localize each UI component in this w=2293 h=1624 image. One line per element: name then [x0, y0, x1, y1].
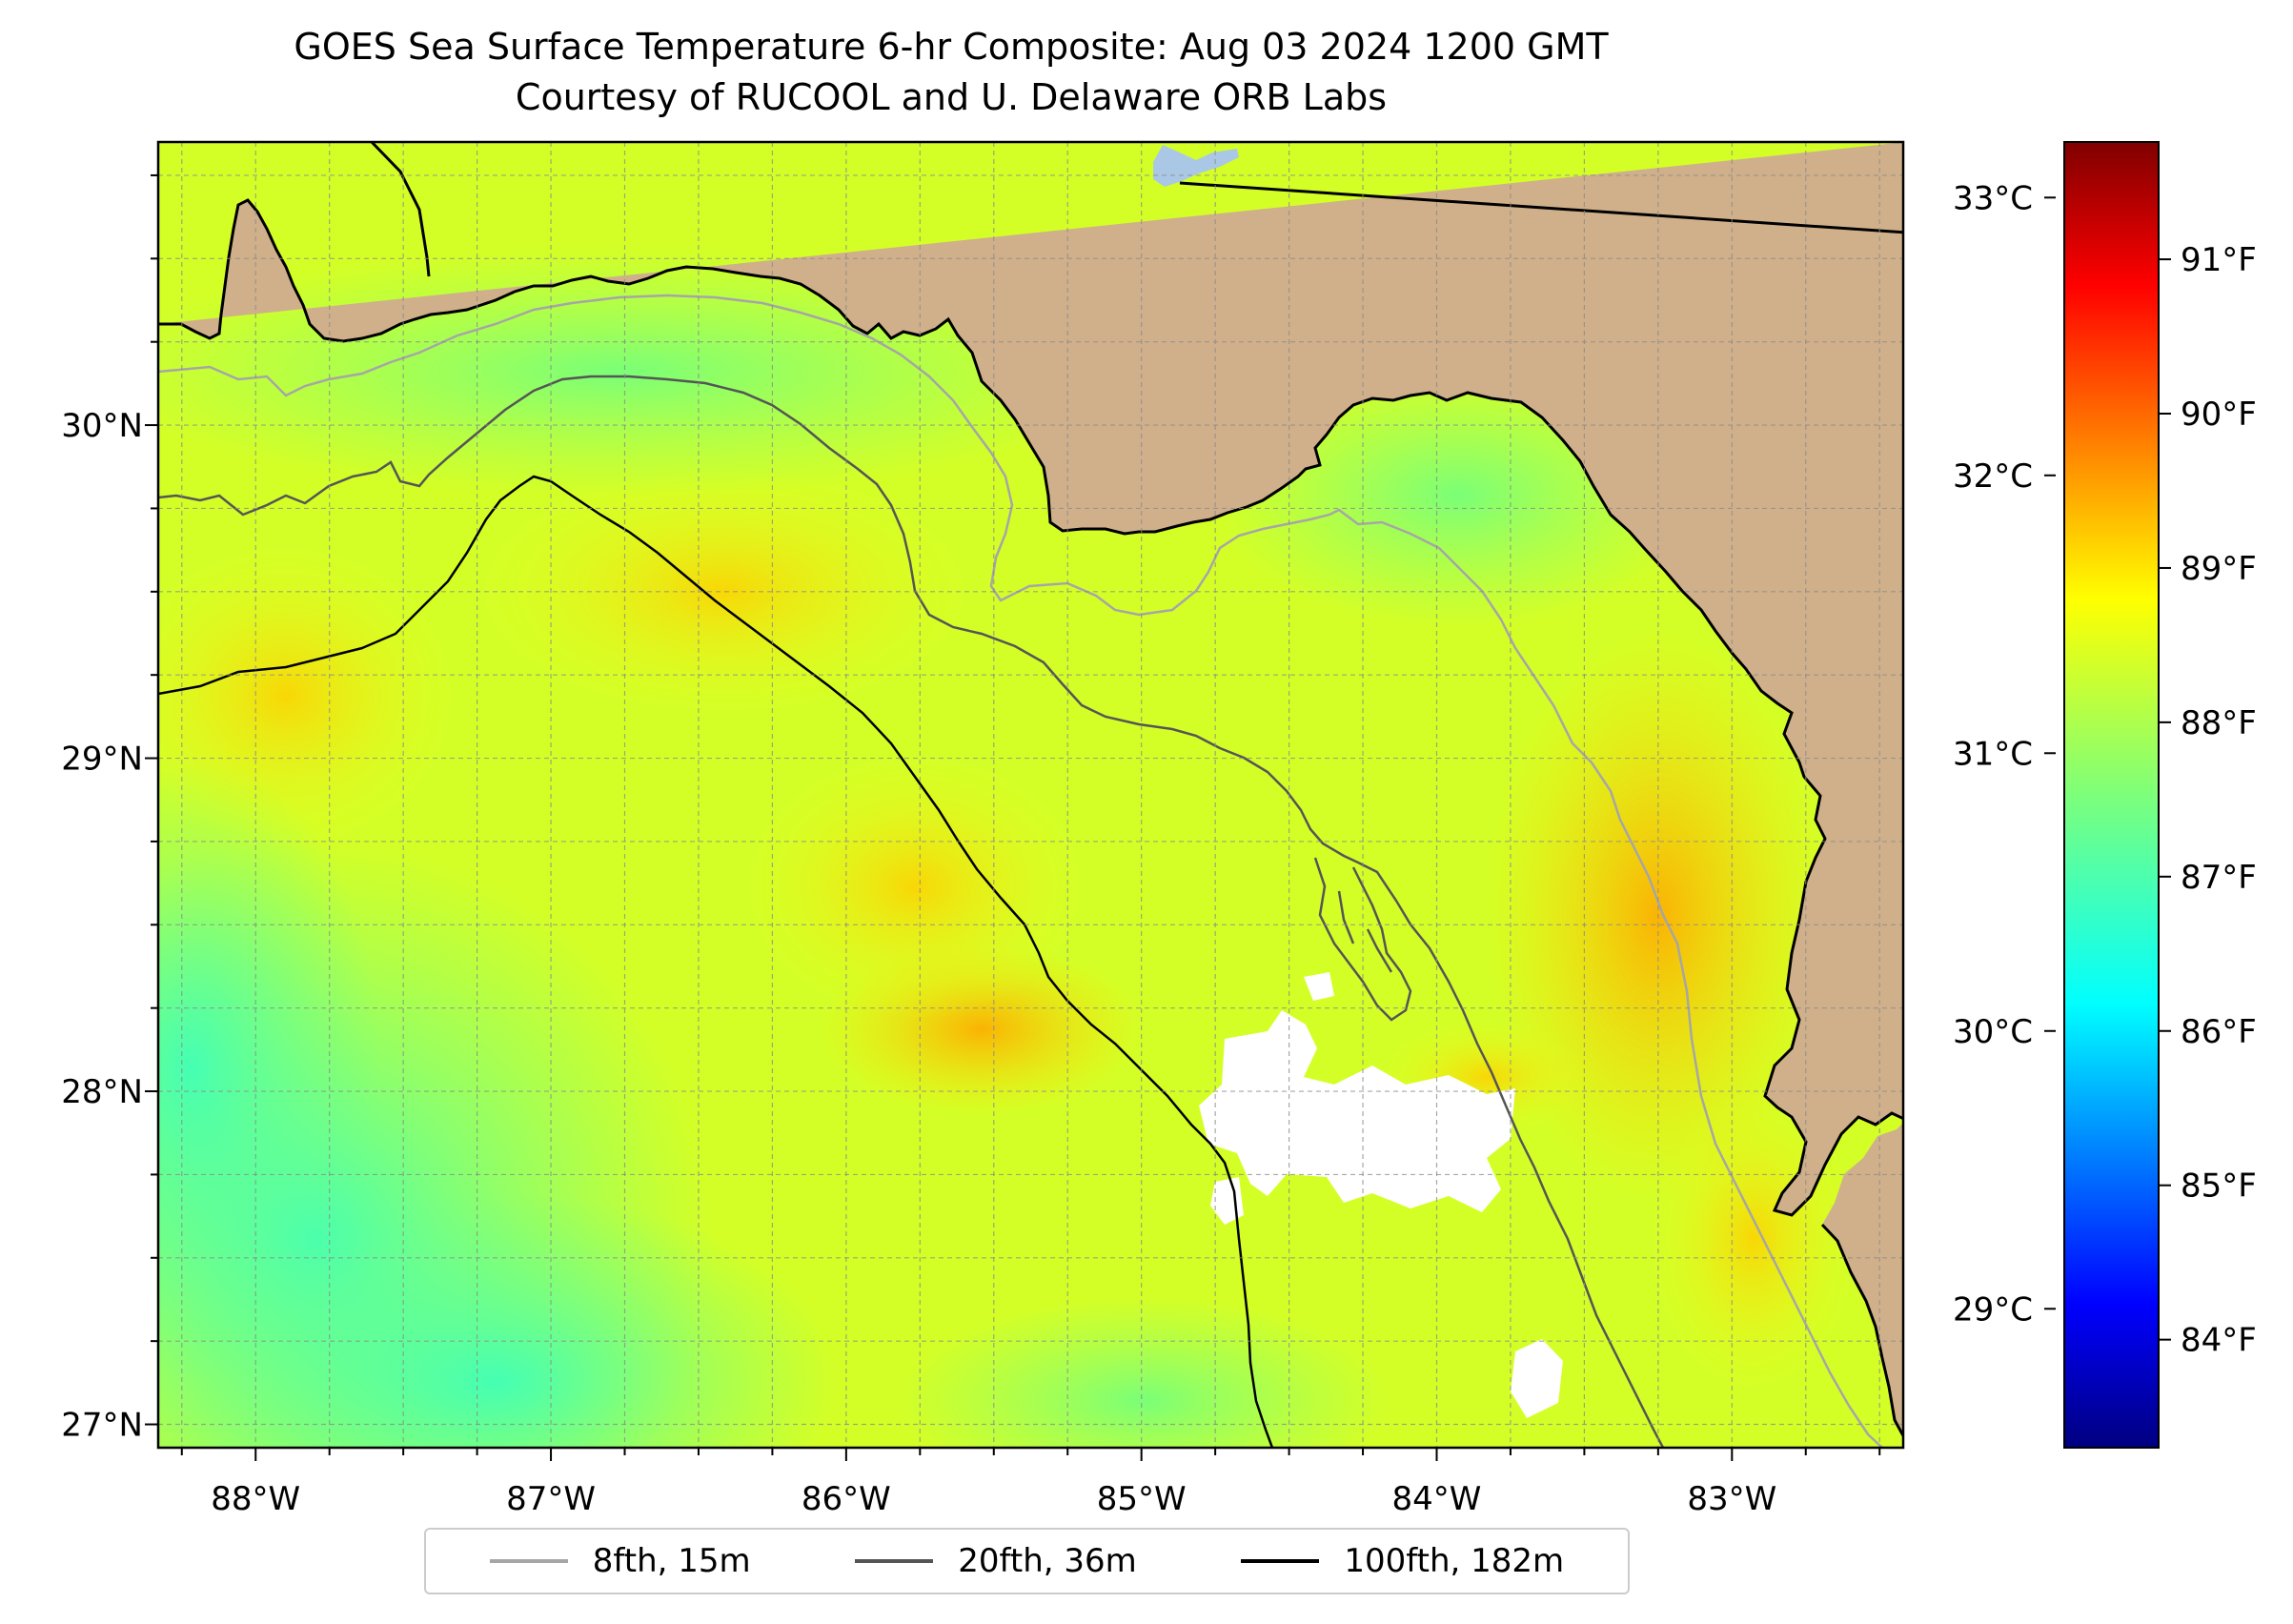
fahrenheit-tick-label: 89°F	[2181, 550, 2257, 588]
legend-item-8fth: 8fth, 15m	[489, 1542, 751, 1580]
cool-water-w	[158, 753, 381, 1382]
colorbar-ticks: 29°C 30°C 31°C 32°C 33°C 84°F 85°F 86°F 87°F 88°F…	[1953, 179, 2257, 1359]
state-border	[1179, 181, 1903, 234]
warm-patch-mid	[743, 753, 1086, 1020]
legend-swatch-20fth	[855, 1559, 934, 1563]
legend-label-8fth: 8fth, 15m	[592, 1542, 751, 1580]
lat-tick-label: 29°N	[61, 741, 143, 779]
legend-item-100fth: 100fth, 182m	[1241, 1542, 1564, 1580]
no-data-patches	[1199, 972, 1563, 1418]
lat-tick-label: 27°N	[61, 1407, 143, 1445]
axis-ticks: 88°W 87°W 86°W 85°W 84°W 83°W 27°N 28°N 29°N 30°N	[61, 173, 1881, 1518]
fahrenheit-tick-label: 88°F	[2181, 704, 2257, 742]
fahrenheit-tick-label: 90°F	[2181, 396, 2257, 434]
contour-100fth	[158, 475, 1274, 1448]
coastline-se	[1820, 1223, 1903, 1439]
lon-tick-label: 87°W	[506, 1480, 596, 1518]
contour-20fth-inlets	[1313, 857, 1412, 1022]
warm-patch-west	[158, 543, 457, 848]
lat-tick-label: 30°N	[61, 407, 143, 445]
lon-tick-label: 84°W	[1392, 1480, 1482, 1518]
lon-tick-label: 83°W	[1687, 1480, 1776, 1518]
chart-title: GOES Sea Surface Temperature 6-hr Compos…	[294, 26, 1609, 68]
celsius-tick-label: 29°C	[1953, 1290, 2033, 1329]
fahrenheit-tick-label: 84°F	[2181, 1322, 2257, 1360]
contour-20fth	[158, 375, 1665, 1448]
legend-label-20fth: 20fth, 36m	[958, 1542, 1137, 1580]
graticule	[158, 142, 1903, 1448]
lon-tick-label: 88°W	[211, 1480, 300, 1518]
contour-8fth	[158, 294, 1883, 1448]
land-mass	[158, 142, 1903, 1436]
legend-label-100fth: 100fth, 182m	[1344, 1542, 1565, 1580]
colorbar	[2063, 141, 2160, 1449]
fahrenheit-tick-label: 87°F	[2181, 859, 2257, 897]
celsius-tick-label: 33°C	[1953, 179, 2033, 217]
cool-water-s2	[896, 1296, 1391, 1448]
map-frame	[156, 140, 1905, 1450]
fahrenheit-tick-label: 85°F	[2181, 1167, 2257, 1206]
legend-swatch-8fth	[489, 1559, 568, 1563]
lat-tick-label: 28°N	[61, 1073, 143, 1111]
fahrenheit-tick-label: 86°F	[2181, 1013, 2257, 1051]
celsius-tick-label: 32°C	[1953, 457, 2033, 496]
map-area	[158, 142, 1903, 1448]
celsius-tick-label: 30°C	[1953, 1013, 2033, 1051]
coastline	[158, 198, 1903, 1217]
celsius-tick-label: 31°C	[1953, 735, 2033, 773]
state-border-west	[370, 142, 431, 277]
warm-patch-north	[477, 467, 972, 715]
legend: 8fth, 15m 20fth, 36m 100fth, 182m	[424, 1528, 1630, 1594]
legend-swatch-100fth	[1241, 1559, 1320, 1563]
lon-tick-label: 86°W	[802, 1480, 891, 1518]
legend-item-20fth: 20fth, 36m	[855, 1542, 1137, 1580]
chart-subtitle: Courtesy of RUCOOL and U. Delaware ORB L…	[515, 76, 1388, 118]
lon-tick-label: 85°W	[1097, 1480, 1187, 1518]
lake	[1153, 145, 1239, 187]
fahrenheit-tick-label: 91°F	[2181, 241, 2257, 279]
